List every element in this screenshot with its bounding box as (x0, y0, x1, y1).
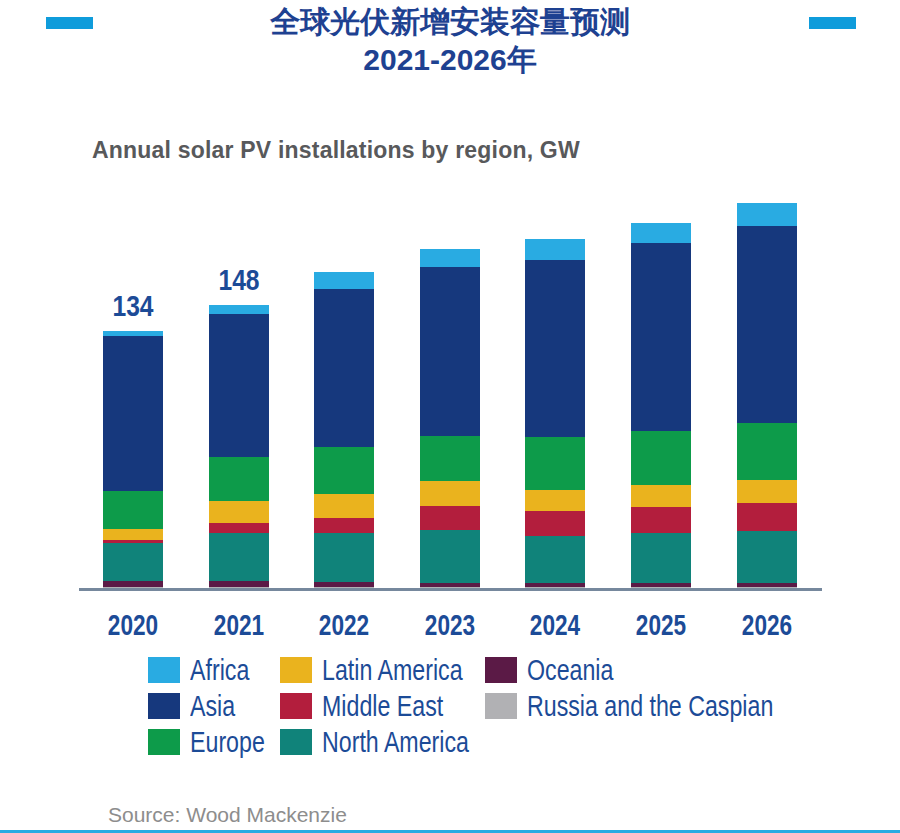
bar-segment-latin_america-2023 (420, 481, 480, 506)
bar-segment-oceania-2025 (631, 583, 691, 587)
bar-segment-africa-2023 (420, 249, 480, 267)
bar-segment-africa-2021 (209, 305, 269, 315)
bar-segment-europe-2023 (420, 436, 480, 481)
source-note: Source: Wood Mackenzie (108, 803, 347, 827)
bar-segment-asia-2025 (631, 243, 691, 431)
legend-label-latin_america: Latin America (322, 656, 463, 684)
bar-segment-middle_east-2025 (631, 507, 691, 533)
bar-segment-north_america-2025 (631, 533, 691, 583)
bar-segment-oceania-2021 (209, 581, 269, 587)
bar-segment-north_america-2023 (420, 530, 480, 583)
bar-segment-latin_america-2024 (525, 490, 585, 511)
bar-segment-asia-2023 (420, 267, 480, 436)
legend-swatch-africa (148, 657, 180, 683)
bar-segment-middle_east-2024 (525, 511, 585, 536)
bar-segment-europe-2022 (314, 447, 374, 494)
bar-segment-north_america-2022 (314, 533, 374, 582)
legend-swatch-russia_caspian (485, 693, 517, 719)
legend-swatch-north_america (280, 729, 312, 755)
x-axis-label-2024: 2024 (516, 610, 594, 640)
legend-swatch-oceania (485, 657, 517, 683)
bar-segment-asia-2026 (737, 226, 797, 423)
bar-segment-middle_east-2022 (314, 518, 374, 533)
bar-segment-oceania-2026 (737, 583, 797, 587)
bar-segment-latin_america-2022 (314, 494, 374, 518)
bar-segment-africa-2024 (525, 239, 585, 260)
legend-label-russia_caspian: Russia and the Caspian (527, 692, 773, 720)
bar-segment-latin_america-2020 (103, 529, 163, 540)
bar-segment-latin_america-2021 (209, 501, 269, 523)
legend-label-middle_east: Middle East (322, 692, 443, 720)
bar-segment-middle_east-2020 (103, 540, 163, 543)
bar-segment-oceania-2024 (525, 583, 585, 587)
legend-label-africa: Africa (190, 656, 249, 684)
bar-segment-africa-2022 (314, 272, 374, 289)
bar-segment-europe-2024 (525, 437, 585, 490)
bar-segment-africa-2020 (103, 331, 163, 336)
bar-segment-africa-2026 (737, 203, 797, 226)
bar-total-label-2020: 134 (91, 291, 176, 321)
legend-swatch-asia (148, 693, 180, 719)
legend-swatch-middle_east (280, 693, 312, 719)
bar-segment-europe-2026 (737, 423, 797, 480)
bar-segment-europe-2025 (631, 431, 691, 485)
legend-label-north_america: North America (322, 728, 469, 756)
bar-segment-europe-2020 (103, 491, 163, 528)
bar-segment-north_america-2024 (525, 536, 585, 583)
bar-segment-oceania-2020 (103, 581, 163, 587)
bar-segment-oceania-2022 (314, 582, 374, 587)
bar-segment-north_america-2020 (103, 543, 163, 581)
bar-segment-europe-2021 (209, 457, 269, 501)
bar-total-label-2021: 148 (196, 265, 281, 295)
bar-segment-latin_america-2025 (631, 485, 691, 507)
bar-segment-africa-2025 (631, 223, 691, 243)
bar-segment-oceania-2023 (420, 583, 480, 587)
bar-segment-latin_america-2026 (737, 480, 797, 503)
bar-segment-asia-2020 (103, 336, 163, 491)
bar-segment-asia-2021 (209, 314, 269, 457)
bar-segment-asia-2024 (525, 260, 585, 437)
page: 全球光伏新增安装容量预测 2021-2026年 Annual solar PV … (0, 0, 900, 833)
bar-segment-middle_east-2026 (737, 503, 797, 531)
x-axis-label-2023: 2023 (411, 610, 489, 640)
x-axis-line (79, 588, 822, 591)
x-axis-label-2021: 2021 (200, 610, 278, 640)
bar-segment-middle_east-2021 (209, 523, 269, 534)
legend-label-europe: Europe (190, 728, 265, 756)
legend-swatch-europe (148, 729, 180, 755)
legend-label-oceania: Oceania (527, 656, 613, 684)
x-axis-label-2020: 2020 (94, 610, 172, 640)
x-axis-label-2025: 2025 (622, 610, 700, 640)
x-axis-label-2026: 2026 (728, 610, 806, 640)
x-axis-label-2022: 2022 (305, 610, 383, 640)
legend-label-asia: Asia (190, 692, 235, 720)
bar-segment-north_america-2021 (209, 533, 269, 581)
bar-segment-middle_east-2023 (420, 506, 480, 530)
bar-segment-north_america-2026 (737, 531, 797, 583)
bar-segment-asia-2022 (314, 289, 374, 447)
legend-swatch-latin_america (280, 657, 312, 683)
